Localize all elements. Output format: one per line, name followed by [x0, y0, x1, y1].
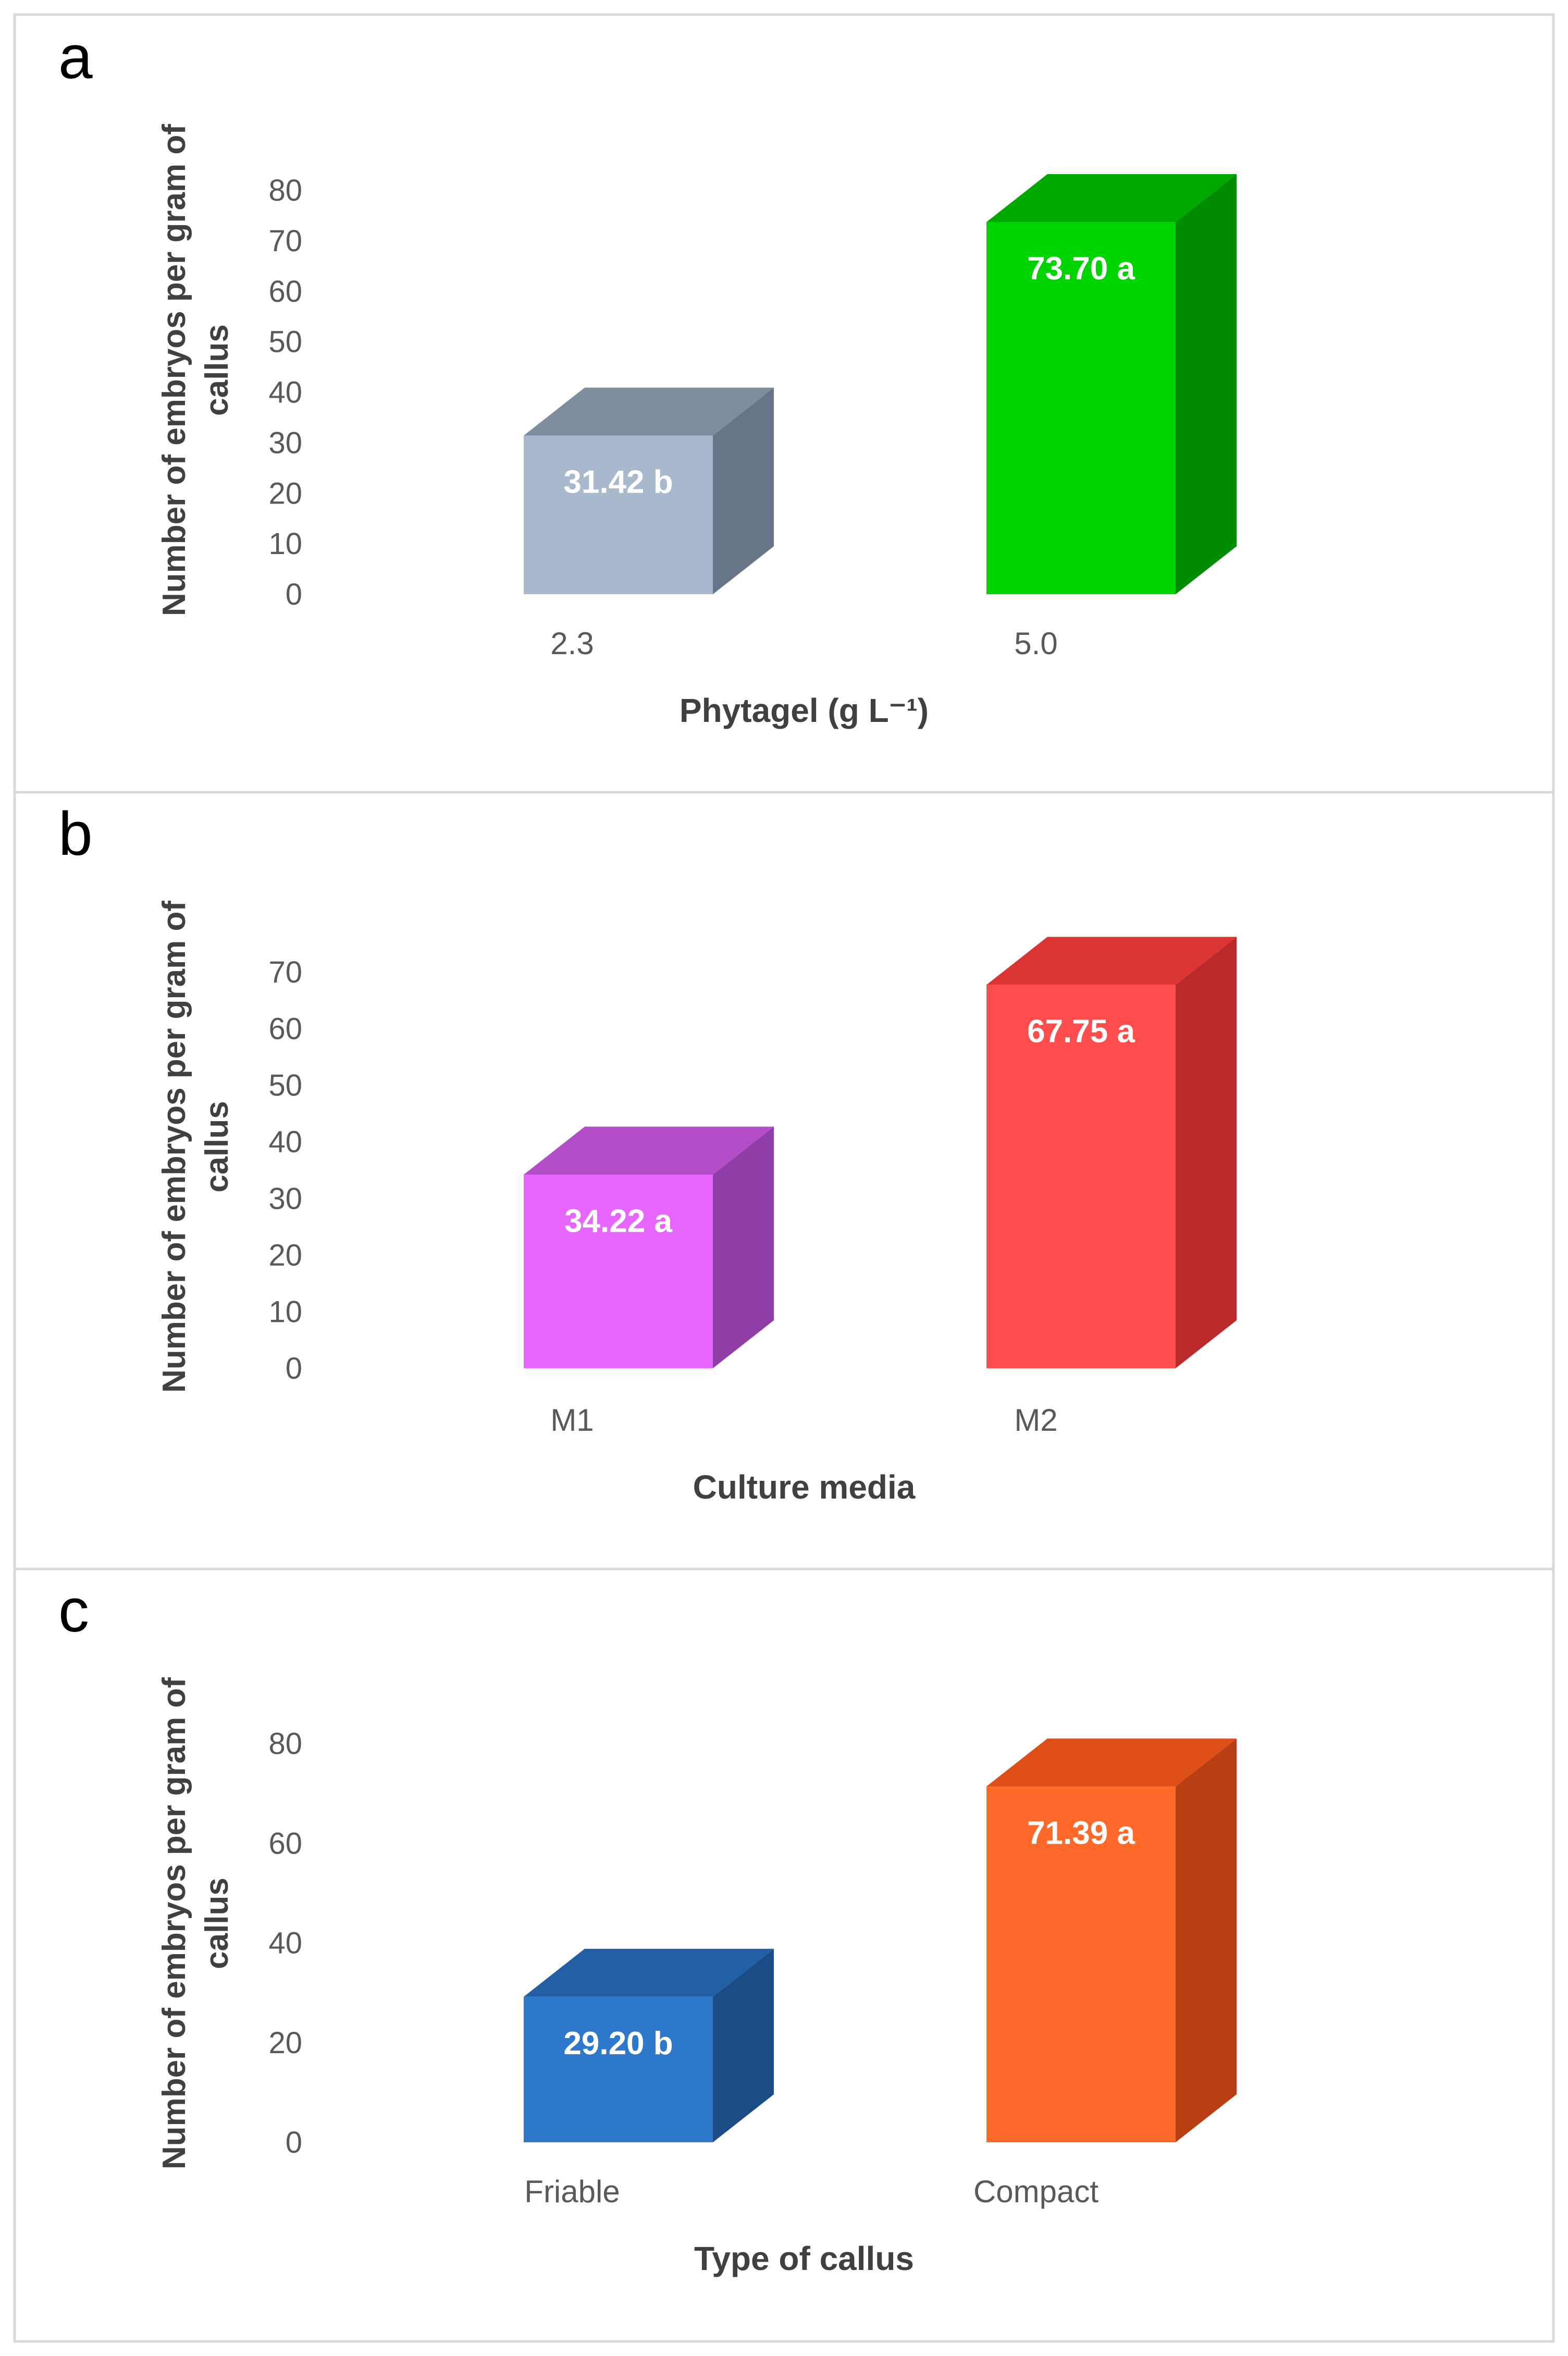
- bar: 67.75 a: [986, 937, 1237, 1368]
- bar-top-face: [524, 1948, 774, 1997]
- bar-side-face: [713, 387, 774, 594]
- bar: 29.20 b: [524, 1948, 774, 2142]
- y-tick-label: 30: [268, 426, 302, 460]
- bar-front-face: [986, 1786, 1176, 2142]
- panel-c-frame: [13, 1567, 1555, 2343]
- panel-c: c 0 20 40 60 80 29.20 b 71.39 a Friable Compa…: [13, 1567, 1555, 2343]
- panel-a-category-label: 5.0: [1014, 626, 1057, 661]
- bar-top-face: [524, 387, 774, 436]
- panel-b-x-axis-title: Culture media: [693, 1468, 916, 1506]
- y-tick-label: 50: [268, 325, 302, 359]
- bar-front-face: [524, 1174, 713, 1368]
- bar-front-face: [524, 1996, 713, 2142]
- panel-b: b 0 10 20 30 40 50 60 70 34.22 a 67.75 a M1 M2 C…: [13, 791, 1555, 1570]
- y-tick-label: 70: [268, 955, 302, 989]
- bar-front-face: [986, 222, 1176, 594]
- y-tick-label: 0: [286, 2126, 302, 2159]
- y-tick-label: 60: [268, 275, 302, 309]
- y-tick-label: 80: [268, 174, 302, 207]
- bar: 31.42 b: [524, 387, 774, 594]
- bar-side-face: [1176, 174, 1237, 594]
- bar-value-label: 29.20 b: [563, 2026, 673, 2062]
- panel-a-y-ticks: 0 10 20 30 40 50 60 70 80: [268, 174, 302, 611]
- panel-a-letter: a: [58, 23, 93, 92]
- panel-c-category-label: Friable: [524, 2174, 620, 2209]
- bar-front-face: [986, 985, 1176, 1368]
- y-tick-label: 40: [268, 1125, 302, 1159]
- bar-side-face: [713, 1948, 774, 2142]
- bar-top-face: [986, 937, 1237, 985]
- y-tick-label: 60: [268, 1012, 302, 1046]
- bar-side-face: [1176, 1738, 1237, 2142]
- bar-value-label: 31.42 b: [563, 464, 673, 500]
- panel-c-letter: c: [58, 1576, 89, 1645]
- panel-b-category-label: M1: [550, 1403, 594, 1438]
- y-tick-label: 10: [268, 527, 302, 561]
- panel-c-bars: 29.20 b 71.39 a: [524, 1738, 1237, 2142]
- y-tick-label: 20: [268, 1238, 302, 1272]
- bar-top-face: [524, 1126, 774, 1175]
- panel-a-y-axis-title-line2: callus: [199, 324, 235, 416]
- bar-value-label: 71.39 a: [1027, 1815, 1135, 1851]
- panel-a-bars: 31.42 b 73.70 a: [524, 174, 1237, 594]
- y-tick-label: 30: [268, 1182, 302, 1216]
- y-tick-label: 60: [268, 1826, 302, 1860]
- bar-front-face: [524, 435, 713, 594]
- y-tick-label: 0: [286, 1352, 302, 1385]
- panel-c-x-axis-title: Type of callus: [694, 2240, 914, 2277]
- y-tick-label: 70: [268, 224, 302, 258]
- bar: 71.39 a: [986, 1738, 1237, 2142]
- panel-a-frame: [13, 13, 1555, 794]
- panel-c-y-axis-title-line2: callus: [199, 1878, 235, 1969]
- bar-value-label: 73.70 a: [1027, 251, 1135, 287]
- y-tick-label: 40: [268, 376, 302, 410]
- bar-top-face: [986, 1738, 1237, 1787]
- y-tick-label: 20: [268, 476, 302, 510]
- bar-top-face: [986, 174, 1237, 223]
- bar-side-face: [1176, 937, 1237, 1368]
- panel-a: a 0 10 20 30 40 50 60 70 80 31.42 b 73.70 a 2.3 5…: [13, 13, 1555, 794]
- panel-b-y-axis-title-line2: callus: [199, 1101, 235, 1193]
- panel-b-frame: [13, 791, 1555, 1570]
- panel-b-y-ticks: 0 10 20 30 40 50 60 70: [268, 955, 302, 1385]
- panel-b-bars: 34.22 a 67.75 a: [524, 937, 1237, 1368]
- panel-c-y-axis-title: Number of embryos per gram of callus: [156, 1677, 235, 2169]
- bar-value-label: 34.22 a: [564, 1203, 672, 1239]
- bar-value-label: 67.75 a: [1027, 1013, 1135, 1049]
- y-tick-label: 50: [268, 1069, 302, 1102]
- panel-b-y-axis-title-line1: Number of embryos per gram of: [156, 901, 192, 1393]
- bar-side-face: [713, 1126, 774, 1368]
- panel-a-x-axis-title: Phytagel (g L⁻¹): [680, 692, 929, 729]
- y-tick-label: 80: [268, 1727, 302, 1761]
- panel-a-y-axis-title: Number of embryos per gram of callus: [156, 124, 235, 616]
- bar: 34.22 a: [524, 1126, 774, 1368]
- panel-b-y-axis-title: Number of embryos per gram of callus: [156, 901, 235, 1393]
- panel-a-category-label: 2.3: [550, 626, 594, 661]
- panel-b-category-label: M2: [1014, 1403, 1057, 1438]
- y-tick-label: 10: [268, 1295, 302, 1329]
- panel-a-y-axis-title-line1: Number of embryos per gram of: [156, 124, 192, 616]
- panel-c-y-axis-title-line1: Number of embryos per gram of: [156, 1677, 192, 2169]
- y-tick-label: 0: [286, 578, 302, 611]
- bar: 73.70 a: [986, 174, 1237, 594]
- y-tick-label: 40: [268, 1926, 302, 1960]
- panel-c-category-label: Compact: [973, 2174, 1098, 2209]
- panel-b-letter: b: [58, 800, 93, 868]
- panel-c-y-ticks: 0 20 40 60 80: [268, 1727, 302, 2159]
- y-tick-label: 20: [268, 2026, 302, 2060]
